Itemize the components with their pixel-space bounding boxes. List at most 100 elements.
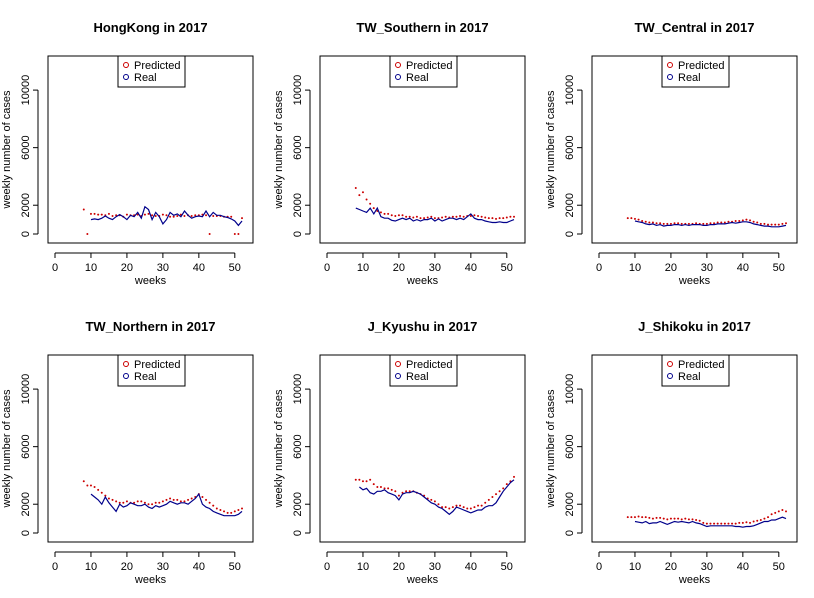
predicted-point bbox=[473, 506, 476, 509]
predicted-point bbox=[502, 217, 505, 220]
predicted-point bbox=[727, 522, 730, 525]
predicted-point bbox=[408, 215, 411, 218]
predicted-point bbox=[215, 507, 218, 510]
predicted-point bbox=[716, 522, 719, 525]
legend-marker bbox=[395, 74, 401, 80]
predicted-point bbox=[82, 480, 85, 483]
predicted-point bbox=[226, 511, 229, 514]
legend-marker bbox=[123, 62, 129, 68]
series-line-real bbox=[90, 492, 243, 517]
x-axis-label: weeks bbox=[134, 574, 167, 586]
predicted-point bbox=[233, 510, 236, 513]
predicted-point bbox=[237, 508, 240, 511]
predicted-point bbox=[354, 478, 357, 481]
x-tick-label: 10 bbox=[85, 561, 97, 573]
predicted-point bbox=[405, 490, 408, 493]
y-tick-label: 10000 bbox=[564, 75, 576, 106]
predicted-point bbox=[122, 501, 125, 504]
predicted-point bbox=[97, 488, 100, 491]
legend-box bbox=[117, 55, 186, 88]
x-tick-label: 50 bbox=[501, 262, 513, 274]
x-tick-label: 30 bbox=[157, 561, 169, 573]
chart-title: TW_Northern in 2017 bbox=[85, 319, 215, 334]
x-tick-label: 20 bbox=[665, 262, 677, 274]
predicted-point bbox=[785, 510, 787, 513]
predicted-point bbox=[673, 517, 676, 520]
predicted-point bbox=[383, 487, 386, 490]
predicted-point bbox=[107, 212, 110, 215]
predicted-point bbox=[161, 213, 164, 216]
legend-marker bbox=[123, 373, 129, 379]
panel-3: TW_Central in 2017 0 10 20 30 40 50 weeks 0 2000 6… bbox=[545, 20, 798, 287]
x-tick-label: 50 bbox=[501, 561, 513, 573]
predicted-point bbox=[491, 217, 494, 220]
predicted-point bbox=[205, 498, 208, 501]
legend-label: Real bbox=[406, 72, 429, 84]
series-line-real bbox=[355, 206, 515, 224]
predicted-point bbox=[741, 219, 744, 222]
legend-box bbox=[389, 55, 458, 88]
series-line-real bbox=[359, 479, 515, 516]
predicted-point bbox=[223, 510, 226, 513]
predicted-point bbox=[484, 216, 487, 219]
y-axis-label: weekly number of cases bbox=[1, 389, 13, 508]
predicted-point bbox=[495, 493, 498, 496]
predicted-point bbox=[487, 217, 490, 220]
y-tick-label: 2000 bbox=[292, 492, 304, 516]
predicted-point bbox=[745, 521, 748, 524]
predicted-point bbox=[444, 215, 447, 218]
x-tick-label: 30 bbox=[701, 561, 713, 573]
x-tick-label: 20 bbox=[393, 262, 405, 274]
predicted-point bbox=[441, 506, 444, 509]
x-tick-label: 0 bbox=[52, 262, 58, 274]
legend-marker bbox=[667, 373, 673, 379]
legend-label: Real bbox=[134, 72, 157, 84]
predicted-point bbox=[190, 215, 193, 218]
predicted-point bbox=[369, 478, 372, 481]
predicted-point bbox=[136, 500, 139, 503]
predicted-point bbox=[763, 222, 766, 225]
legend-label: Predicted bbox=[134, 359, 180, 371]
predicted-point bbox=[513, 475, 515, 478]
x-tick-label: 30 bbox=[157, 262, 169, 274]
predicted-point bbox=[626, 217, 629, 220]
predicted-point bbox=[172, 215, 175, 218]
predicted-point bbox=[82, 208, 85, 211]
x-tick-label: 40 bbox=[465, 262, 477, 274]
predicted-point bbox=[767, 516, 770, 519]
predicted-point bbox=[205, 214, 208, 217]
panel-6: J_Shikoku in 2017 0 10 20 30 40 50 weeks 0 2000 60… bbox=[545, 319, 798, 586]
predicted-point bbox=[702, 222, 705, 225]
predicted-point bbox=[669, 222, 672, 225]
predicted-point bbox=[651, 517, 654, 520]
predicted-point bbox=[741, 521, 744, 524]
y-tick-label: 6000 bbox=[564, 434, 576, 458]
x-tick-label: 50 bbox=[773, 262, 785, 274]
predicted-point bbox=[716, 221, 719, 224]
predicted-point bbox=[179, 500, 182, 503]
chart-title: HongKong in 2017 bbox=[93, 20, 207, 35]
legend-marker bbox=[395, 62, 401, 68]
predicted-point bbox=[379, 485, 382, 488]
predicted-point bbox=[358, 478, 361, 481]
predicted-point bbox=[104, 494, 107, 497]
predicted-point bbox=[154, 501, 157, 504]
x-axis-label: weeks bbox=[678, 275, 711, 287]
predicted-point bbox=[455, 504, 458, 507]
predicted-point bbox=[727, 220, 730, 223]
predicted-point bbox=[462, 215, 465, 218]
predicted-point bbox=[183, 500, 186, 503]
predicted-point bbox=[125, 213, 128, 216]
predicted-point bbox=[455, 215, 458, 218]
y-tick-label: 2000 bbox=[292, 193, 304, 217]
x-tick-label: 30 bbox=[701, 262, 713, 274]
predicted-point bbox=[462, 506, 465, 509]
x-axis-label: weeks bbox=[406, 574, 439, 586]
predicted-point bbox=[165, 214, 168, 217]
predicted-point bbox=[644, 516, 647, 519]
predicted-point bbox=[626, 516, 629, 519]
legend-label: Predicted bbox=[678, 60, 724, 72]
predicted-point bbox=[379, 211, 382, 214]
x-tick-label: 10 bbox=[85, 262, 97, 274]
predicted-point bbox=[785, 222, 787, 225]
